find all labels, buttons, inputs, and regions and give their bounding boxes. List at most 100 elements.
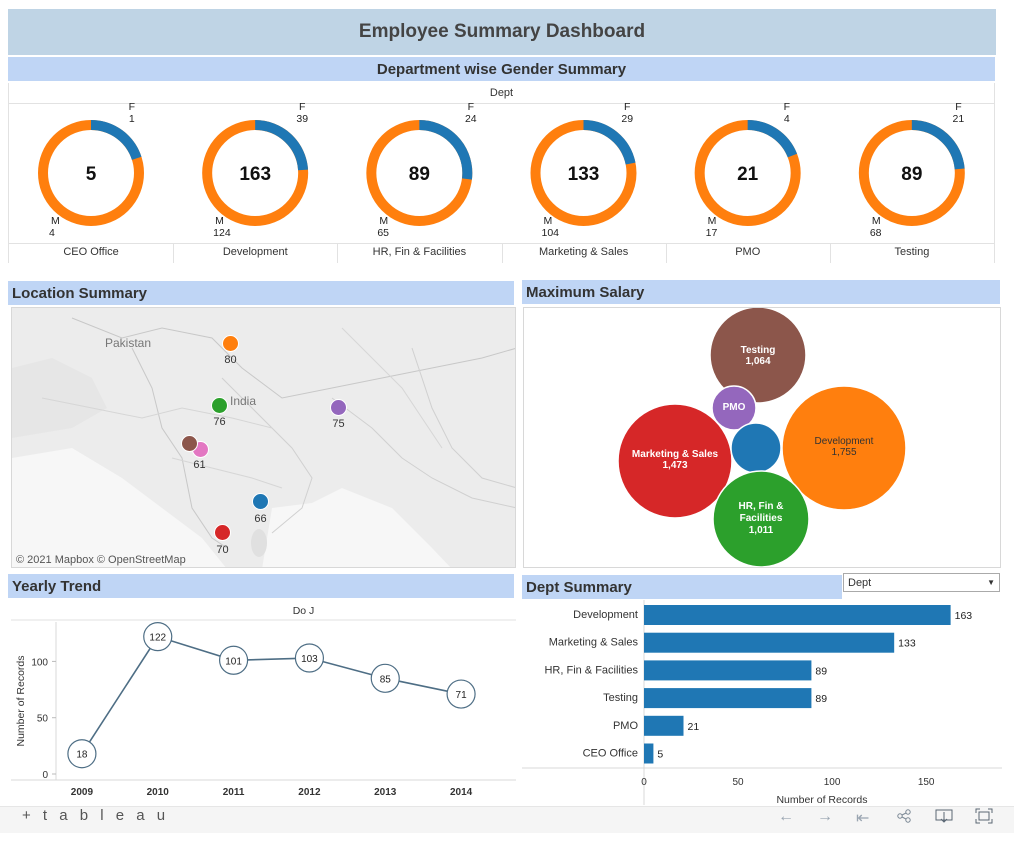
trend-point[interactable] xyxy=(446,679,476,709)
donut-male-value: 124 xyxy=(213,227,231,239)
donut-total: 133 xyxy=(568,164,600,185)
bar[interactable] xyxy=(644,743,654,764)
trend-point-label: 122 xyxy=(149,633,166,644)
yearly-line-chart: Do J 0 50 100 Number of Records 18 2009 122 2010… xyxy=(11,605,516,798)
donut-total: 163 xyxy=(239,164,271,185)
donut-female-arc[interactable] xyxy=(366,120,473,226)
x-tick-label: 2014 xyxy=(450,787,473,798)
dept-summary-panel: Development 163 Marketing & Sales 133 HR, Fi… xyxy=(522,600,1002,806)
bar-category-label: PMO xyxy=(613,720,639,732)
donut-female-arc[interactable] xyxy=(202,120,309,226)
map-background xyxy=(12,308,515,567)
map-attribution[interactable]: © 2021 Mapbox © OpenStreetMap xyxy=(16,554,186,566)
donut-female-value: 21 xyxy=(953,113,965,125)
y-axis-label: Number of Records xyxy=(15,655,27,746)
bubble-hr-fin-facilities[interactable] xyxy=(712,470,810,567)
location-section-title: Location Summary xyxy=(8,281,514,305)
bubble-label-marketing-sales: Marketing & Sales 1,473 xyxy=(625,449,725,471)
donut-total: 5 xyxy=(86,164,97,185)
bubble-marketing-sales[interactable] xyxy=(617,403,733,519)
bubble-svg xyxy=(617,308,907,567)
column-header: Do J xyxy=(293,605,315,617)
bubble-development[interactable] xyxy=(781,385,907,511)
chevron-down-icon: ▼ xyxy=(987,578,995,587)
bar[interactable] xyxy=(644,605,951,625)
x-tick-label: 2009 xyxy=(71,787,94,798)
x-tick-label: 150 xyxy=(918,777,935,788)
donut-male-label: M xyxy=(215,215,224,227)
bubble-name: Marketing & Sales xyxy=(631,449,719,460)
revert-icon[interactable]: ⇤ xyxy=(856,810,870,827)
fullscreen-icon[interactable] xyxy=(975,808,993,829)
x-tick-label: 100 xyxy=(824,777,841,788)
trend-point-label: 101 xyxy=(225,656,242,667)
donut-male-value: 4 xyxy=(49,227,55,239)
bubble-testing[interactable] xyxy=(709,308,807,404)
bar-category-label: HR, Fin & Facilities xyxy=(544,664,638,676)
gender-panel: Dept 5 F 1 M 4 163 F 39 M 124 89 F 24 M 65 133 F 29 M 104 21… xyxy=(8,83,995,263)
donut-male-label: M xyxy=(379,215,388,227)
salary-section-title: Maximum Salary xyxy=(522,280,1000,304)
donut-female-label: F xyxy=(624,103,630,113)
y-tick-label: 0 xyxy=(42,770,48,781)
bubble-value: 1,473 xyxy=(662,460,688,471)
dept-filter-value: Dept xyxy=(848,576,872,589)
donut-total: 89 xyxy=(901,164,922,185)
location-map[interactable]: Pakistan India 80 76 75 61 66 70 © 2021 … xyxy=(11,307,516,568)
trend-point-label: 18 xyxy=(76,750,88,761)
trend-point[interactable] xyxy=(143,622,173,652)
label-divider xyxy=(829,243,831,263)
trend-point[interactable] xyxy=(218,645,249,675)
undo-icon[interactable]: ← xyxy=(778,808,794,825)
trend-point[interactable] xyxy=(370,663,400,693)
label-divider xyxy=(501,243,503,263)
bar-category-label: Marketing & Sales xyxy=(549,637,639,649)
donut-male-value: 65 xyxy=(377,227,389,239)
donut-female-label: F xyxy=(784,103,790,113)
location-marker[interactable] xyxy=(330,399,347,416)
location-marker-label: 80 xyxy=(224,354,237,366)
dept-filter-dropdown[interactable]: Dept ▼ xyxy=(843,573,1000,592)
donut-female-arc[interactable] xyxy=(858,120,965,226)
label-divider xyxy=(665,243,667,263)
x-tick-label: 2010 xyxy=(147,787,170,798)
donut-female-label: F xyxy=(299,103,305,113)
dept-label: Testing xyxy=(894,246,930,258)
location-marker[interactable] xyxy=(211,397,228,414)
donut-male-value: 104 xyxy=(542,227,560,239)
donut-female-arc[interactable] xyxy=(530,120,637,226)
location-marker[interactable] xyxy=(214,524,231,541)
bar[interactable] xyxy=(644,660,812,681)
share-icon[interactable] xyxy=(896,808,912,829)
trend-line xyxy=(81,635,462,755)
tableau-logo[interactable]: + t a b l e a u xyxy=(22,807,170,824)
trend-point[interactable] xyxy=(67,739,97,769)
location-marker[interactable] xyxy=(222,335,239,352)
bar[interactable] xyxy=(644,632,895,653)
redo-icon[interactable]: → xyxy=(817,808,833,825)
dept-summary-title: Dept Summary xyxy=(522,575,842,599)
donut-female-arc[interactable] xyxy=(38,120,144,226)
donut-female-value: 24 xyxy=(465,113,477,125)
dept-label: PMO xyxy=(735,246,761,258)
donut-total: 21 xyxy=(737,164,759,185)
bubble-value: 1,011 xyxy=(748,525,774,536)
download-icon[interactable] xyxy=(935,808,953,829)
x-tick-label: 50 xyxy=(732,777,744,788)
bubble-value: 1,755 xyxy=(831,447,857,458)
donut-female-label: F xyxy=(955,103,961,113)
bar-category-label: Development xyxy=(573,609,638,621)
bubble-pmo[interactable] xyxy=(711,385,757,431)
bubble-unlabeled[interactable] xyxy=(730,422,782,474)
trend-point[interactable] xyxy=(294,643,325,673)
location-marker[interactable] xyxy=(252,493,269,510)
location-marker[interactable] xyxy=(181,435,198,452)
bar[interactable] xyxy=(644,688,812,709)
x-tick-label: 2011 xyxy=(223,787,245,798)
salary-bubble-chart: Testing 1,064 PMO Development 1,755 Mark… xyxy=(523,307,1001,568)
donut-male-label: M xyxy=(51,215,60,227)
donut-female-arc[interactable] xyxy=(694,120,801,226)
bar[interactable] xyxy=(644,715,684,736)
donut-male-label: M xyxy=(872,215,881,227)
location-marker-label: 61 xyxy=(193,459,206,471)
